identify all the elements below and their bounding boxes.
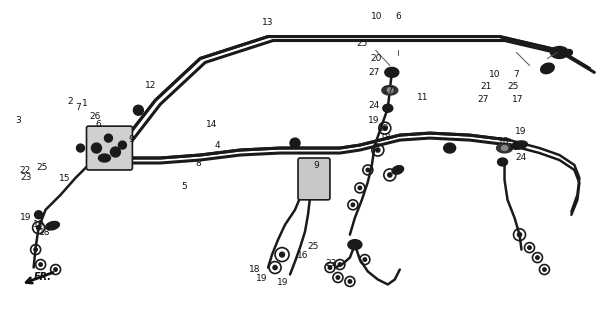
- Circle shape: [366, 168, 370, 172]
- Text: 4: 4: [215, 141, 221, 150]
- Text: 19: 19: [33, 220, 44, 229]
- Text: 6: 6: [95, 120, 101, 130]
- Text: 5: 5: [181, 182, 187, 191]
- Text: 7: 7: [513, 70, 519, 79]
- Text: 25: 25: [36, 163, 47, 172]
- Circle shape: [91, 143, 102, 153]
- Text: 7: 7: [75, 103, 81, 112]
- Circle shape: [536, 256, 539, 259]
- Ellipse shape: [46, 221, 60, 230]
- Text: 18: 18: [249, 265, 260, 275]
- Circle shape: [36, 226, 41, 230]
- Circle shape: [280, 252, 285, 257]
- Text: 3: 3: [15, 116, 21, 125]
- Text: 24: 24: [516, 153, 527, 162]
- Text: 10: 10: [489, 70, 501, 79]
- FancyBboxPatch shape: [86, 126, 133, 170]
- Text: 20: 20: [370, 53, 381, 62]
- Circle shape: [358, 186, 362, 190]
- Ellipse shape: [502, 146, 508, 150]
- Circle shape: [273, 266, 277, 270]
- Circle shape: [363, 258, 367, 261]
- Text: 25: 25: [356, 39, 367, 48]
- Text: 13: 13: [262, 19, 274, 28]
- Circle shape: [39, 263, 43, 266]
- Text: 2: 2: [67, 97, 74, 106]
- Ellipse shape: [497, 143, 513, 153]
- Text: 12: 12: [145, 81, 157, 90]
- Circle shape: [111, 147, 120, 157]
- Text: FR.: FR.: [33, 273, 52, 283]
- Text: 22: 22: [19, 166, 30, 175]
- Text: 9: 9: [313, 161, 319, 170]
- Ellipse shape: [290, 138, 300, 148]
- Circle shape: [105, 134, 112, 142]
- Text: 19: 19: [508, 143, 519, 152]
- Text: 1: 1: [81, 99, 88, 108]
- Text: 19: 19: [378, 124, 390, 132]
- Text: 11: 11: [416, 93, 428, 102]
- Circle shape: [328, 266, 332, 269]
- Ellipse shape: [387, 88, 393, 93]
- Ellipse shape: [383, 104, 393, 112]
- Circle shape: [567, 50, 572, 55]
- Ellipse shape: [444, 143, 455, 153]
- Text: 19: 19: [21, 213, 32, 222]
- Text: 19: 19: [368, 116, 379, 125]
- Ellipse shape: [98, 154, 111, 162]
- Circle shape: [35, 211, 43, 219]
- Circle shape: [338, 263, 342, 266]
- Circle shape: [351, 203, 354, 206]
- Text: 6: 6: [395, 12, 401, 21]
- Text: 19: 19: [516, 127, 527, 136]
- Ellipse shape: [511, 141, 527, 149]
- Text: 18: 18: [39, 228, 50, 237]
- Circle shape: [77, 144, 85, 152]
- FancyBboxPatch shape: [298, 158, 330, 200]
- Text: 23: 23: [326, 259, 337, 268]
- Text: 10: 10: [371, 12, 382, 21]
- Text: 14: 14: [206, 120, 218, 130]
- Ellipse shape: [497, 158, 508, 166]
- Ellipse shape: [541, 63, 554, 74]
- Text: 18: 18: [380, 132, 392, 141]
- Text: 24: 24: [368, 101, 379, 110]
- Text: 17: 17: [512, 95, 523, 104]
- Circle shape: [528, 246, 531, 249]
- Ellipse shape: [133, 105, 143, 115]
- Circle shape: [388, 173, 392, 177]
- Ellipse shape: [382, 85, 398, 95]
- Ellipse shape: [550, 46, 568, 59]
- Circle shape: [348, 280, 351, 283]
- Ellipse shape: [385, 68, 399, 77]
- Text: 27: 27: [477, 95, 489, 104]
- Text: 18: 18: [499, 137, 510, 146]
- Text: 9: 9: [128, 135, 134, 144]
- Text: 8: 8: [195, 159, 201, 168]
- Text: 19: 19: [256, 274, 268, 283]
- Text: 25: 25: [308, 242, 319, 251]
- Circle shape: [54, 268, 57, 271]
- Text: 21: 21: [480, 82, 492, 91]
- Text: 27: 27: [368, 68, 379, 77]
- Circle shape: [517, 233, 522, 237]
- Circle shape: [119, 141, 126, 149]
- Text: 26: 26: [89, 113, 100, 122]
- Text: 25: 25: [508, 82, 519, 91]
- Text: 23: 23: [21, 173, 32, 182]
- Circle shape: [543, 268, 546, 271]
- Circle shape: [34, 248, 37, 251]
- Text: 15: 15: [58, 174, 70, 183]
- Ellipse shape: [348, 240, 362, 250]
- Circle shape: [382, 126, 387, 130]
- Ellipse shape: [392, 166, 404, 174]
- Text: 19: 19: [277, 278, 289, 287]
- Circle shape: [336, 276, 340, 279]
- Text: 17: 17: [383, 86, 395, 95]
- Text: 16: 16: [297, 251, 308, 260]
- Circle shape: [376, 148, 380, 152]
